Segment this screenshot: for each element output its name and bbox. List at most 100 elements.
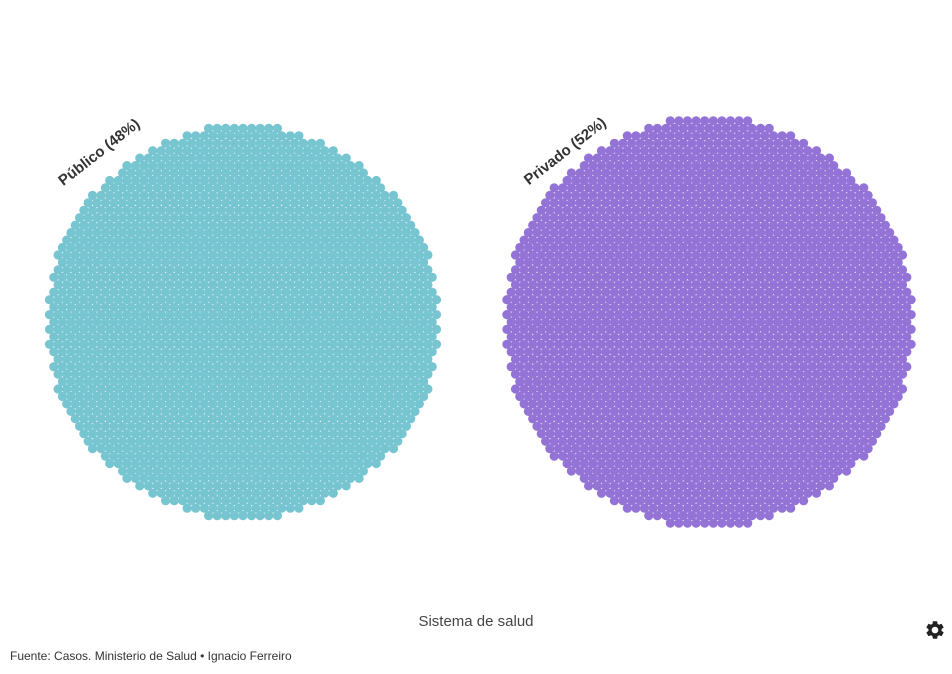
dot-privado — [820, 310, 830, 320]
dot-publico — [302, 295, 313, 305]
dot-publico — [130, 161, 141, 171]
dot-privado — [794, 175, 804, 186]
dot-privado — [700, 473, 710, 483]
dot-privado — [713, 183, 723, 193]
dot-publico — [264, 496, 274, 506]
dot-publico — [384, 242, 394, 253]
dot-publico — [242, 190, 252, 200]
dot-privado — [717, 295, 727, 305]
dot-publico — [109, 421, 119, 431]
dot-privado — [751, 295, 761, 305]
dot-privado — [575, 436, 585, 446]
dot-privado — [734, 265, 744, 275]
dot-privado — [747, 138, 757, 148]
dot-publico — [105, 399, 115, 409]
dot-publico — [191, 265, 201, 275]
dot-publico — [96, 310, 106, 320]
dot-publico — [354, 220, 364, 230]
dot-privado — [803, 414, 813, 424]
dot-publico — [96, 295, 106, 305]
dot-publico — [384, 317, 394, 327]
dot-privado — [627, 391, 637, 402]
dot-privado — [639, 384, 650, 394]
dot-publico — [221, 451, 231, 461]
dot-privado — [687, 317, 697, 327]
dot-publico — [354, 175, 364, 186]
dot-privado — [579, 310, 589, 320]
dot-privado — [588, 458, 598, 469]
dot-privado — [816, 257, 826, 267]
dot-privado — [618, 302, 628, 312]
dot-privado — [635, 138, 645, 148]
dot-privado — [605, 339, 615, 349]
dot-privado — [588, 310, 598, 320]
dot-privado — [519, 369, 529, 379]
dot-publico — [427, 272, 437, 282]
dot-publico — [259, 190, 270, 200]
dot-publico — [419, 317, 429, 327]
dot-publico — [105, 310, 115, 320]
dot-privado — [691, 280, 701, 290]
dot-privado — [829, 250, 839, 260]
dot-privado — [661, 228, 671, 238]
dot-privado — [562, 310, 572, 320]
dot-publico — [363, 458, 373, 469]
dot-privado — [670, 377, 680, 387]
dot-publico — [173, 175, 184, 186]
settings-button[interactable] — [924, 619, 946, 641]
dot-privado — [609, 481, 620, 491]
dot-privado — [549, 242, 559, 253]
dot-privado — [730, 198, 740, 208]
dot-privado — [635, 406, 645, 416]
dot-publico — [130, 473, 141, 483]
dot-privado — [846, 235, 856, 245]
dot-privado — [639, 354, 650, 364]
dot-publico — [272, 153, 282, 163]
dot-privado — [631, 161, 641, 171]
dot-publico — [337, 399, 347, 409]
dot-publico — [242, 339, 252, 349]
dot-publico — [208, 295, 218, 305]
dot-privado — [652, 183, 663, 193]
dot-publico — [302, 175, 313, 186]
dot-publico — [345, 354, 356, 364]
dot-privado — [708, 131, 718, 141]
dot-publico — [109, 406, 119, 416]
dot-privado — [850, 213, 860, 223]
dot-publico — [376, 257, 386, 267]
dot-publico — [100, 436, 110, 446]
dot-publico — [255, 421, 265, 431]
dot-privado — [824, 406, 835, 416]
dot-privado — [601, 347, 611, 357]
dot-privado — [695, 168, 706, 178]
dot-privado — [682, 354, 693, 364]
dot-privado — [605, 175, 615, 186]
dot-privado — [674, 503, 684, 513]
dot-publico — [423, 295, 433, 305]
dot-privado — [751, 161, 761, 171]
dot-publico — [165, 384, 175, 394]
dot-publico — [216, 295, 227, 305]
dot-privado — [738, 198, 749, 208]
dot-privado — [734, 280, 744, 290]
dot-publico — [229, 362, 239, 372]
dot-privado — [708, 205, 718, 215]
dot-privado — [515, 347, 525, 357]
dot-publico — [221, 317, 231, 327]
dot-publico — [414, 295, 424, 305]
dot-publico — [79, 429, 89, 439]
dot-privado — [803, 250, 813, 260]
dot-publico — [87, 250, 98, 260]
dot-privado — [622, 414, 632, 424]
dot-privado — [687, 481, 697, 491]
dot-publico — [173, 384, 184, 394]
dot-privado — [897, 265, 908, 275]
dot-publico — [294, 190, 304, 200]
dot-publico — [281, 451, 291, 461]
dot-publico — [199, 161, 209, 171]
dot-publico — [337, 175, 347, 186]
dot-publico — [242, 399, 252, 409]
dot-privado — [601, 198, 611, 208]
dot-publico — [216, 399, 227, 409]
dot-privado — [708, 175, 718, 186]
